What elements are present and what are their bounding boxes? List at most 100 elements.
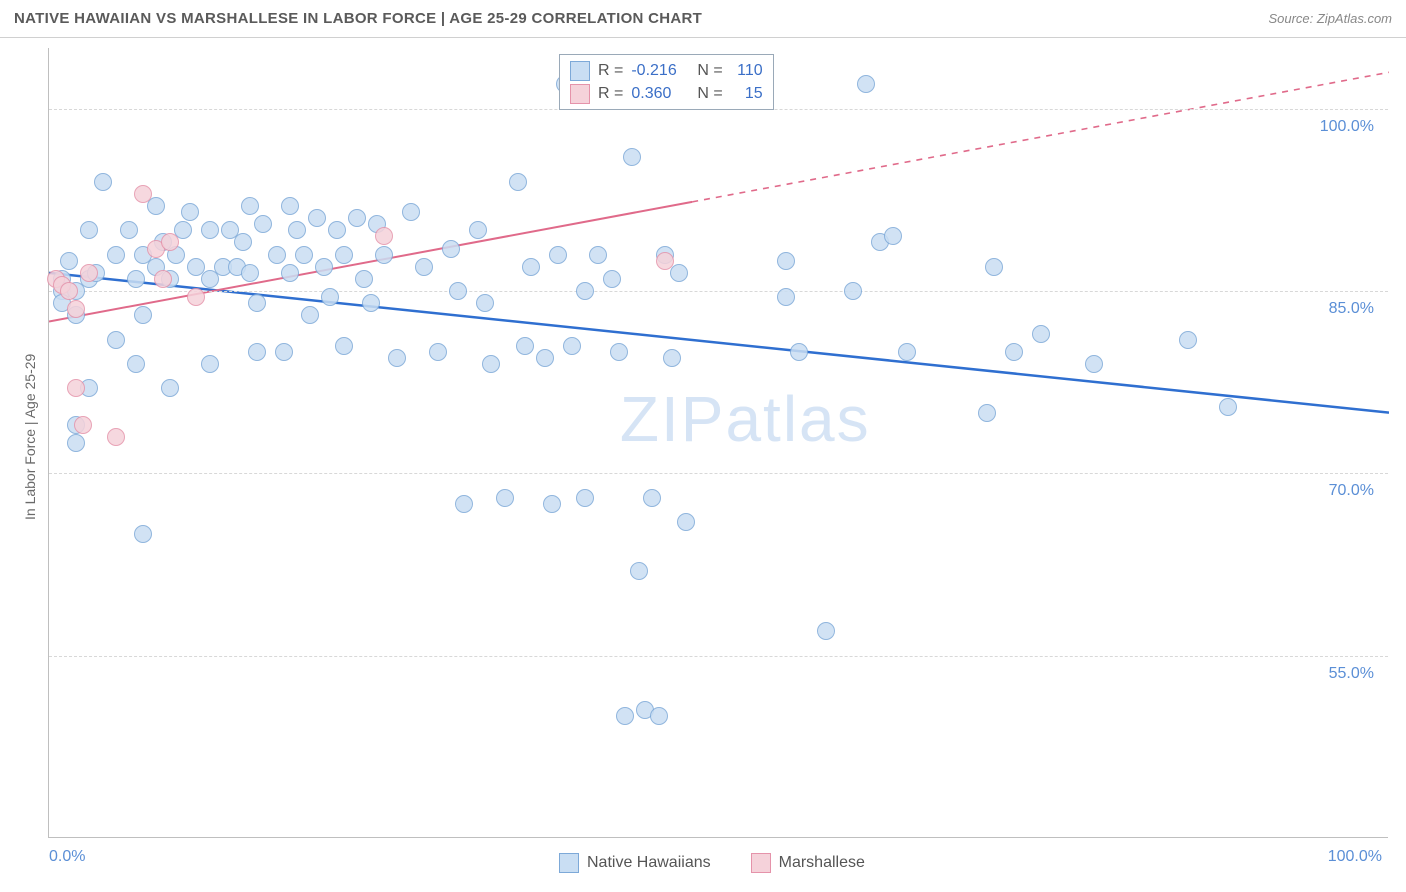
data-point [442, 240, 460, 258]
data-point [74, 416, 92, 434]
x-tick-label: 0.0% [49, 848, 85, 866]
data-point [509, 173, 527, 191]
data-point [241, 264, 259, 282]
data-point [857, 75, 875, 93]
data-point [107, 428, 125, 446]
data-point [362, 294, 380, 312]
data-point [248, 294, 266, 312]
data-point [482, 355, 500, 373]
data-point [536, 349, 554, 367]
legend-swatch [559, 853, 579, 873]
stat-r-label: R = [598, 82, 623, 105]
plot-area: ZIPatlas 55.0%70.0%85.0%100.0%0.0%100.0%… [48, 48, 1388, 838]
data-point [107, 331, 125, 349]
stat-n-label: N = [697, 82, 722, 105]
stat-n-label: N = [697, 59, 722, 82]
stat-n-value: 110 [731, 59, 763, 82]
data-point [127, 270, 145, 288]
legend-item: Native Hawaiians [559, 853, 711, 873]
data-point [603, 270, 621, 288]
data-point [543, 495, 561, 513]
gridline [49, 656, 1388, 657]
watermark-text: ZIPatlas [620, 382, 871, 456]
data-point [817, 622, 835, 640]
source-attribution: Source: ZipAtlas.com [1268, 11, 1392, 26]
data-point [1005, 343, 1023, 361]
data-point [67, 300, 85, 318]
series-swatch [570, 84, 590, 104]
data-point [80, 264, 98, 282]
data-point [623, 148, 641, 166]
data-point [549, 246, 567, 264]
data-point [181, 203, 199, 221]
data-point [355, 270, 373, 288]
stat-n-value: 15 [731, 82, 763, 105]
data-point [777, 288, 795, 306]
data-point [496, 489, 514, 507]
title-bar: NATIVE HAWAIIAN VS MARSHALLESE IN LABOR … [0, 0, 1406, 38]
data-point [248, 343, 266, 361]
stats-row: R =-0.216N =110 [570, 59, 763, 82]
data-point [884, 227, 902, 245]
data-point [1179, 331, 1197, 349]
data-point [348, 209, 366, 227]
data-point [335, 337, 353, 355]
data-point [790, 343, 808, 361]
y-tick-label: 100.0% [1320, 118, 1374, 136]
x-tick-label: 100.0% [1328, 848, 1382, 866]
data-point [469, 221, 487, 239]
data-point [201, 355, 219, 373]
y-tick-label: 70.0% [1329, 482, 1374, 500]
data-point [308, 209, 326, 227]
data-point [630, 562, 648, 580]
data-point [67, 434, 85, 452]
y-axis-label: In Labor Force | Age 25-29 [22, 354, 38, 520]
data-point [670, 264, 688, 282]
legend-label: Marshallese [779, 854, 865, 872]
y-tick-label: 55.0% [1329, 665, 1374, 683]
data-point [844, 282, 862, 300]
data-point [335, 246, 353, 264]
data-point [677, 513, 695, 531]
data-point [127, 355, 145, 373]
data-point [516, 337, 534, 355]
data-point [107, 246, 125, 264]
data-point [656, 252, 674, 270]
data-point [415, 258, 433, 276]
data-point [978, 404, 996, 422]
data-point [60, 282, 78, 300]
data-point [650, 707, 668, 725]
data-point [154, 270, 172, 288]
stats-row: R = 0.360 N = 15 [570, 82, 763, 105]
data-point [576, 489, 594, 507]
legend-item: Marshallese [751, 853, 865, 873]
data-point [643, 489, 661, 507]
data-point [455, 495, 473, 513]
data-point [777, 252, 795, 270]
legend-swatch [751, 853, 771, 873]
data-point [1085, 355, 1103, 373]
data-point [589, 246, 607, 264]
data-point [288, 221, 306, 239]
data-point [563, 337, 581, 355]
y-tick-label: 85.0% [1329, 300, 1374, 318]
data-point [161, 379, 179, 397]
data-point [985, 258, 1003, 276]
data-point [522, 258, 540, 276]
series-legend: Native Hawaiians Marshallese [559, 853, 865, 873]
legend-label: Native Hawaiians [587, 854, 711, 872]
data-point [281, 264, 299, 282]
data-point [134, 185, 152, 203]
data-point [610, 343, 628, 361]
data-point [80, 221, 98, 239]
trendline-extrapolated [692, 72, 1389, 202]
data-point [275, 343, 293, 361]
data-point [616, 707, 634, 725]
chart-title: NATIVE HAWAIIAN VS MARSHALLESE IN LABOR … [14, 10, 702, 27]
stat-r-value: 0.360 [631, 82, 689, 105]
data-point [295, 246, 313, 264]
data-point [134, 306, 152, 324]
data-point [120, 221, 138, 239]
data-point [281, 197, 299, 215]
data-point [328, 221, 346, 239]
